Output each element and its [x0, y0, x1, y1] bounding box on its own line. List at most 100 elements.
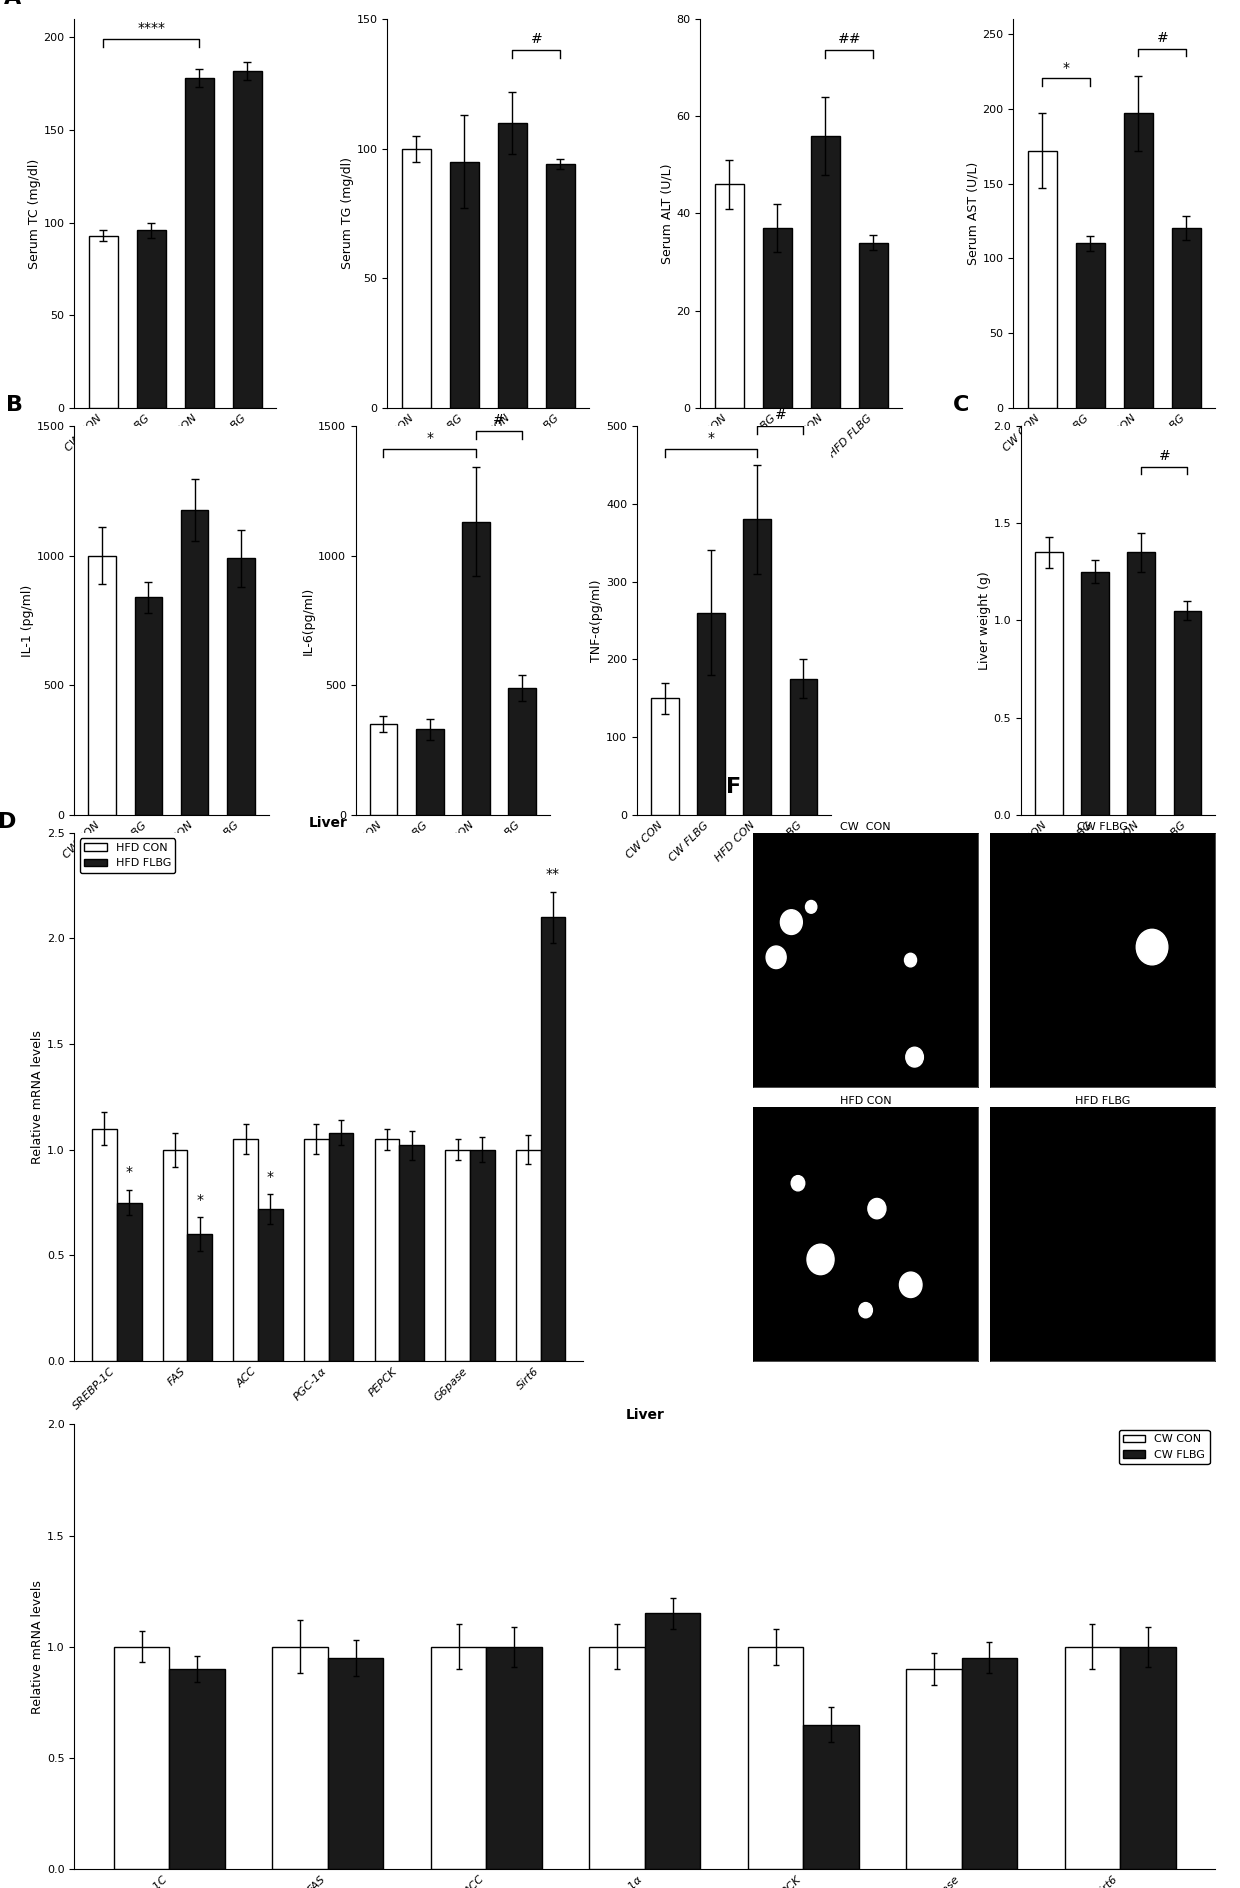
Text: **: **: [546, 867, 560, 882]
Bar: [304, 1138, 329, 1361]
Bar: [185, 77, 213, 408]
Bar: [1172, 228, 1200, 408]
Text: *: *: [196, 1193, 203, 1206]
Bar: [445, 1150, 470, 1361]
Legend: CW CON, CW FLBG: CW CON, CW FLBG: [1118, 1429, 1210, 1465]
Bar: [273, 1646, 327, 1869]
Bar: [415, 729, 444, 816]
Circle shape: [899, 1273, 923, 1297]
Text: #: #: [775, 408, 786, 421]
Text: *: *: [125, 1165, 133, 1180]
Text: *: *: [267, 1169, 274, 1184]
Bar: [233, 1138, 258, 1361]
Text: C: C: [954, 395, 970, 415]
Text: *: *: [708, 430, 714, 446]
Bar: [486, 1646, 542, 1869]
Bar: [181, 510, 208, 816]
Bar: [541, 918, 565, 1361]
Bar: [589, 1646, 645, 1869]
Bar: [1065, 1646, 1120, 1869]
Y-axis label: Liver weight (g): Liver weight (g): [978, 570, 991, 670]
Bar: [697, 612, 725, 816]
Bar: [962, 1658, 1017, 1869]
Y-axis label: Serum TG (mg/dl): Serum TG (mg/dl): [341, 157, 353, 270]
Bar: [233, 70, 262, 408]
Bar: [117, 1203, 141, 1361]
Bar: [450, 162, 479, 408]
Y-axis label: Serum ALT (U/L): Serum ALT (U/L): [661, 162, 673, 264]
Title: HFD FLBG: HFD FLBG: [1075, 1097, 1130, 1106]
Bar: [187, 1235, 212, 1361]
Bar: [370, 725, 397, 816]
Bar: [88, 555, 117, 816]
Bar: [859, 244, 888, 408]
Text: #: #: [494, 413, 505, 427]
Circle shape: [905, 1048, 924, 1067]
Bar: [790, 680, 817, 816]
Bar: [763, 228, 791, 408]
Bar: [546, 164, 575, 408]
Bar: [743, 519, 771, 816]
Bar: [748, 1646, 804, 1869]
Text: #: #: [1157, 30, 1168, 45]
Title: CW  CON: CW CON: [841, 821, 892, 833]
Bar: [1120, 1646, 1176, 1869]
Text: *: *: [427, 430, 433, 446]
Bar: [1081, 572, 1109, 816]
Bar: [470, 1150, 495, 1361]
Text: #: #: [531, 32, 542, 45]
Bar: [906, 1669, 962, 1869]
Bar: [1035, 553, 1063, 816]
Y-axis label: Relative mRNA levels: Relative mRNA levels: [31, 1580, 45, 1714]
Legend: HFD CON, HFD FLBG: HFD CON, HFD FLBG: [79, 838, 175, 872]
Bar: [1076, 244, 1105, 408]
Title: Liver: Liver: [309, 816, 348, 831]
Y-axis label: Serum AST (U/L): Serum AST (U/L): [967, 162, 980, 264]
Bar: [136, 230, 166, 408]
Bar: [651, 699, 678, 816]
Circle shape: [807, 1244, 835, 1274]
Bar: [327, 1658, 383, 1869]
Text: F: F: [725, 778, 742, 797]
Bar: [162, 1150, 187, 1361]
Bar: [134, 597, 162, 816]
Circle shape: [1136, 929, 1168, 965]
Bar: [645, 1614, 701, 1869]
Circle shape: [766, 946, 786, 969]
Bar: [114, 1646, 170, 1869]
Title: HFD CON: HFD CON: [839, 1097, 892, 1106]
Bar: [374, 1138, 399, 1361]
Bar: [804, 1724, 858, 1869]
Bar: [498, 123, 527, 408]
Bar: [1123, 113, 1153, 408]
Text: B: B: [6, 395, 24, 415]
Y-axis label: Relative mRNA levels: Relative mRNA levels: [31, 1031, 45, 1163]
Bar: [508, 687, 536, 816]
Bar: [811, 136, 839, 408]
Text: ****: ****: [138, 21, 165, 36]
Circle shape: [806, 901, 817, 914]
Bar: [516, 1150, 541, 1361]
Bar: [258, 1208, 283, 1361]
Text: A: A: [4, 0, 21, 8]
Text: ##: ##: [837, 32, 861, 45]
Bar: [399, 1146, 424, 1361]
Bar: [227, 559, 254, 816]
Bar: [1127, 553, 1156, 816]
Bar: [1173, 610, 1202, 816]
Circle shape: [868, 1199, 885, 1220]
Text: #: #: [1158, 449, 1171, 463]
Bar: [463, 521, 490, 816]
Circle shape: [859, 1303, 873, 1318]
Bar: [329, 1133, 353, 1361]
Title: CW FLBG: CW FLBG: [1078, 821, 1128, 833]
Circle shape: [904, 953, 916, 967]
Y-axis label: TNF-α(pg/ml): TNF-α(pg/ml): [590, 580, 604, 661]
Circle shape: [780, 910, 802, 935]
Y-axis label: IL-6(pg/ml): IL-6(pg/ml): [303, 587, 315, 655]
Bar: [402, 149, 430, 408]
Bar: [170, 1669, 224, 1869]
Circle shape: [791, 1176, 805, 1191]
Y-axis label: Serum TC (mg/dl): Serum TC (mg/dl): [27, 159, 41, 268]
Text: D: D: [0, 812, 16, 833]
